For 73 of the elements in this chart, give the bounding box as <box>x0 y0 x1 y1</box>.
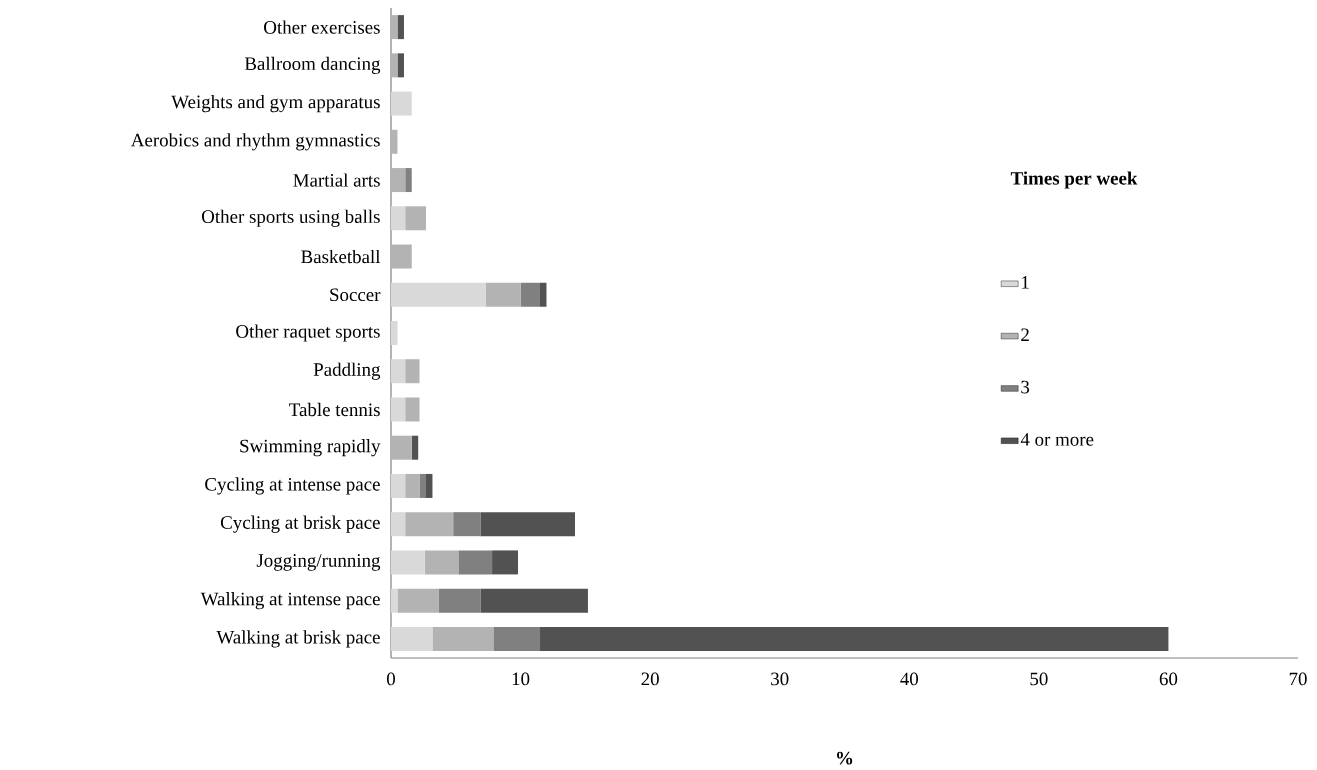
x-tick-label: 70 <box>1289 672 1307 686</box>
x-tick-label: 30 <box>771 672 789 686</box>
bar <box>397 15 404 40</box>
bar <box>480 512 575 537</box>
bar <box>419 473 426 498</box>
x-tick-label: 40 <box>900 672 919 686</box>
bar <box>391 129 398 154</box>
legend-label: 1 <box>1022 276 1029 289</box>
x-tick-label: 50 <box>1030 672 1048 686</box>
bar <box>391 588 398 613</box>
bar <box>540 626 1169 651</box>
bar <box>485 282 521 307</box>
bar <box>391 53 398 78</box>
bar <box>405 397 420 422</box>
y-tick-label: Jogging/running <box>256 554 381 571</box>
bar <box>391 321 398 345</box>
bar <box>411 435 419 460</box>
x-axis-title: % <box>836 751 853 765</box>
y-tick-label: Walking at brisk pace <box>216 630 380 648</box>
bar <box>391 397 406 422</box>
y-tick-label: Weights and gym apparatus <box>171 94 380 113</box>
bar <box>405 359 420 384</box>
bar <box>425 473 433 498</box>
bar <box>405 206 426 231</box>
bar <box>493 626 541 651</box>
bar <box>397 53 404 78</box>
y-tick-label: Other sports using balls <box>201 209 380 227</box>
x-tick-label: 20 <box>641 672 659 686</box>
y-tick-label: Basketball <box>301 249 381 264</box>
y-tick-label: Table tennis <box>289 402 380 417</box>
bar <box>391 244 412 269</box>
y-tick-label: Ballroom dancing <box>244 56 381 74</box>
bar <box>458 550 493 575</box>
bar <box>453 512 481 537</box>
bar <box>405 512 454 537</box>
y-tick-label: Paddling <box>313 362 381 380</box>
y-tick-label: Cycling at brisk pace <box>220 515 380 533</box>
bar <box>480 588 588 613</box>
y-tick-label: Martial arts <box>293 173 380 187</box>
legend-label: 4 or more <box>1020 433 1094 446</box>
y-tick-label: Other exercises <box>264 20 380 34</box>
bar <box>405 473 420 498</box>
bar <box>391 550 425 575</box>
bar <box>391 282 486 307</box>
bar <box>391 168 406 193</box>
bar <box>391 15 398 40</box>
bar <box>391 473 406 498</box>
bar <box>424 550 459 575</box>
bar <box>540 282 547 307</box>
y-tick-label: Cycling at intense pace <box>205 477 380 495</box>
bar <box>391 626 433 651</box>
bar <box>432 626 494 651</box>
y-tick-label: Aerobics and rhythm gymnastics <box>130 133 380 151</box>
bar <box>391 206 406 231</box>
bar <box>492 550 518 575</box>
bar <box>391 435 412 460</box>
y-tick-label: Swimming rapidly <box>240 439 381 457</box>
y-tick-label: Walking at intense pace <box>200 592 380 610</box>
legend-title: Times per week <box>1010 171 1138 189</box>
bar <box>520 282 541 307</box>
bar <box>397 588 439 613</box>
bar <box>391 512 406 537</box>
bar <box>405 168 412 193</box>
bar <box>438 588 481 613</box>
x-tick-label: 10 <box>512 672 530 686</box>
legend-label: 2 <box>1021 328 1029 341</box>
x-tick-label: 0 <box>386 672 395 686</box>
y-tick-label: Soccer <box>330 288 381 302</box>
legend-label: 3 <box>1021 380 1030 394</box>
y-tick-label: Other raquet sports <box>236 324 380 342</box>
bar <box>391 91 412 116</box>
x-tick-label: 60 <box>1159 672 1178 686</box>
bar <box>391 359 406 384</box>
